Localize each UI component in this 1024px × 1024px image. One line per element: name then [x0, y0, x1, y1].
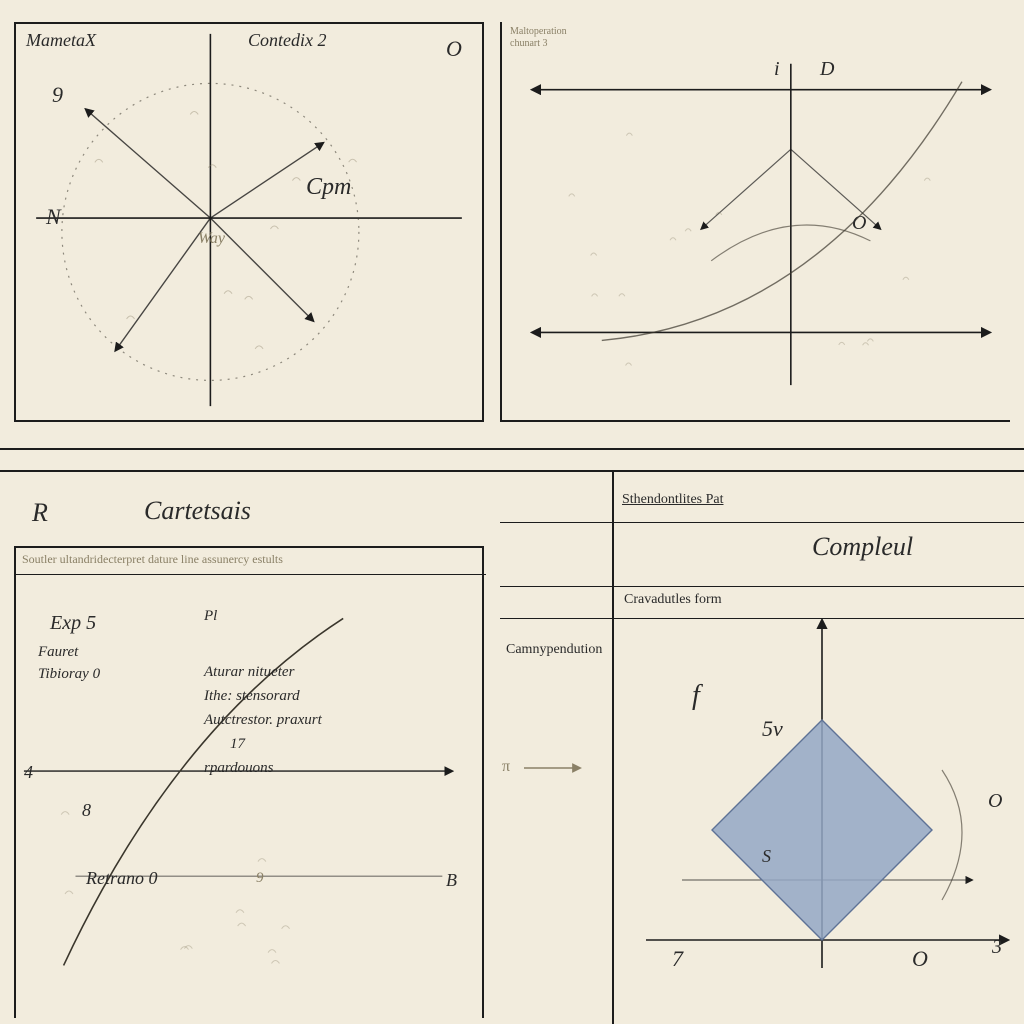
panel4-label-sideO: O [988, 790, 1002, 813]
panel4-label-3: 3 [992, 936, 1002, 959]
panel2-label-i: i [774, 58, 780, 81]
panel3-label-tib: Tibioray 0 [38, 666, 100, 683]
panel3-row3: Autctrestor. praxurt [204, 712, 322, 729]
panel1-label-9: 9 [52, 82, 63, 108]
panel3-label-R: R [32, 498, 48, 528]
panel-bottom-left: Soutler ultandridecterpret dature line a… [14, 546, 484, 1018]
panel1-label-O: O [446, 36, 462, 62]
panel3-label-4: 4 [24, 762, 33, 783]
mid-arrow-icon [520, 756, 590, 780]
panel4-label-5v: 5v [762, 716, 783, 742]
panel3-row4: 17 [230, 736, 245, 753]
panel4-label-O: O [912, 946, 928, 972]
panel3-label-8: 8 [82, 800, 91, 821]
panel2-label-D: D [820, 58, 834, 81]
panel3-row5: rpardouons [204, 760, 273, 777]
panel3-label-exp5: Exp 5 [50, 612, 96, 635]
page-root: MametaX Contedix 2 N 9 O Cpm Way Maltope… [0, 0, 1024, 1024]
panel1-label-Cpm: Cpm [306, 174, 351, 201]
panel1-label-N: N [46, 204, 61, 230]
mid-label-pi: π [502, 758, 510, 776]
panel1-label-way: Way [198, 230, 225, 248]
panel3-label-fauret: Fauret [38, 644, 78, 661]
panel4-label-f: f [692, 680, 700, 712]
panel4-row2: Camnypendution [506, 642, 602, 658]
panel3-row1: Aturar nitueter [204, 664, 294, 681]
panel3-row2: Ithe: stensorard [204, 688, 300, 705]
panel2-diagram [502, 22, 1010, 420]
panel3-label-B: B [446, 870, 457, 891]
panel3-label-ret: Retrano 0 [86, 868, 158, 889]
panel2-label-O: O [852, 212, 866, 235]
panel-top-left: MametaX Contedix 2 N 9 O Cpm Way [14, 22, 484, 422]
panel4-diagram [612, 470, 1024, 1024]
divider-horizontal-top [0, 448, 1024, 450]
panel-top-right: Maltoperation chunart 3 i D O [500, 22, 1010, 422]
panel3-label-pl: Pl [204, 608, 217, 625]
panel1-diagram [16, 24, 482, 420]
panel3-label-9: 9 [256, 870, 264, 887]
panel3-title: Cartetsais [144, 496, 251, 526]
panel4-label-S: S [762, 846, 771, 867]
panel4-label-7: 7 [672, 946, 683, 972]
